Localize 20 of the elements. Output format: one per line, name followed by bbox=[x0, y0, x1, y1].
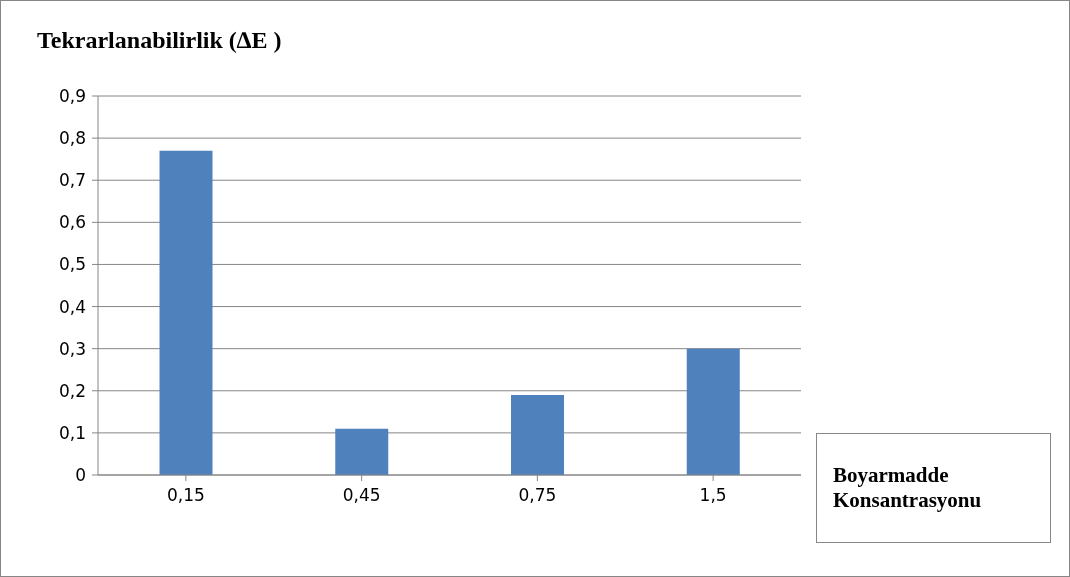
y-tick-label: 0,4 bbox=[58, 296, 86, 317]
bar bbox=[159, 150, 213, 475]
y-tick-label: 0,7 bbox=[58, 170, 86, 191]
bar bbox=[335, 428, 389, 475]
y-tick-label: 0,9 bbox=[58, 86, 86, 107]
y-tick-label: 0,5 bbox=[58, 254, 86, 275]
y-tick-label: 0,1 bbox=[58, 422, 86, 443]
x-tick-label: 0,15 bbox=[166, 485, 205, 506]
bar bbox=[511, 394, 565, 475]
chart-title: Tekrarlanabilirlik (∆E ) bbox=[37, 27, 282, 54]
y-tick-label: 0 bbox=[75, 465, 86, 486]
x-tick-label: 0,75 bbox=[518, 485, 557, 506]
bar bbox=[686, 348, 740, 475]
y-tick-label: 0,8 bbox=[58, 128, 86, 149]
x-tick-label: 0,45 bbox=[342, 485, 381, 506]
x-tick-label: 1,5 bbox=[699, 485, 727, 506]
y-tick-label: 0,6 bbox=[58, 212, 86, 233]
y-tick-label: 0,3 bbox=[58, 338, 86, 359]
y-tick-label: 0,2 bbox=[58, 380, 86, 401]
x-axis-title: Boyarmadde Konsantrasyonu bbox=[833, 462, 983, 514]
